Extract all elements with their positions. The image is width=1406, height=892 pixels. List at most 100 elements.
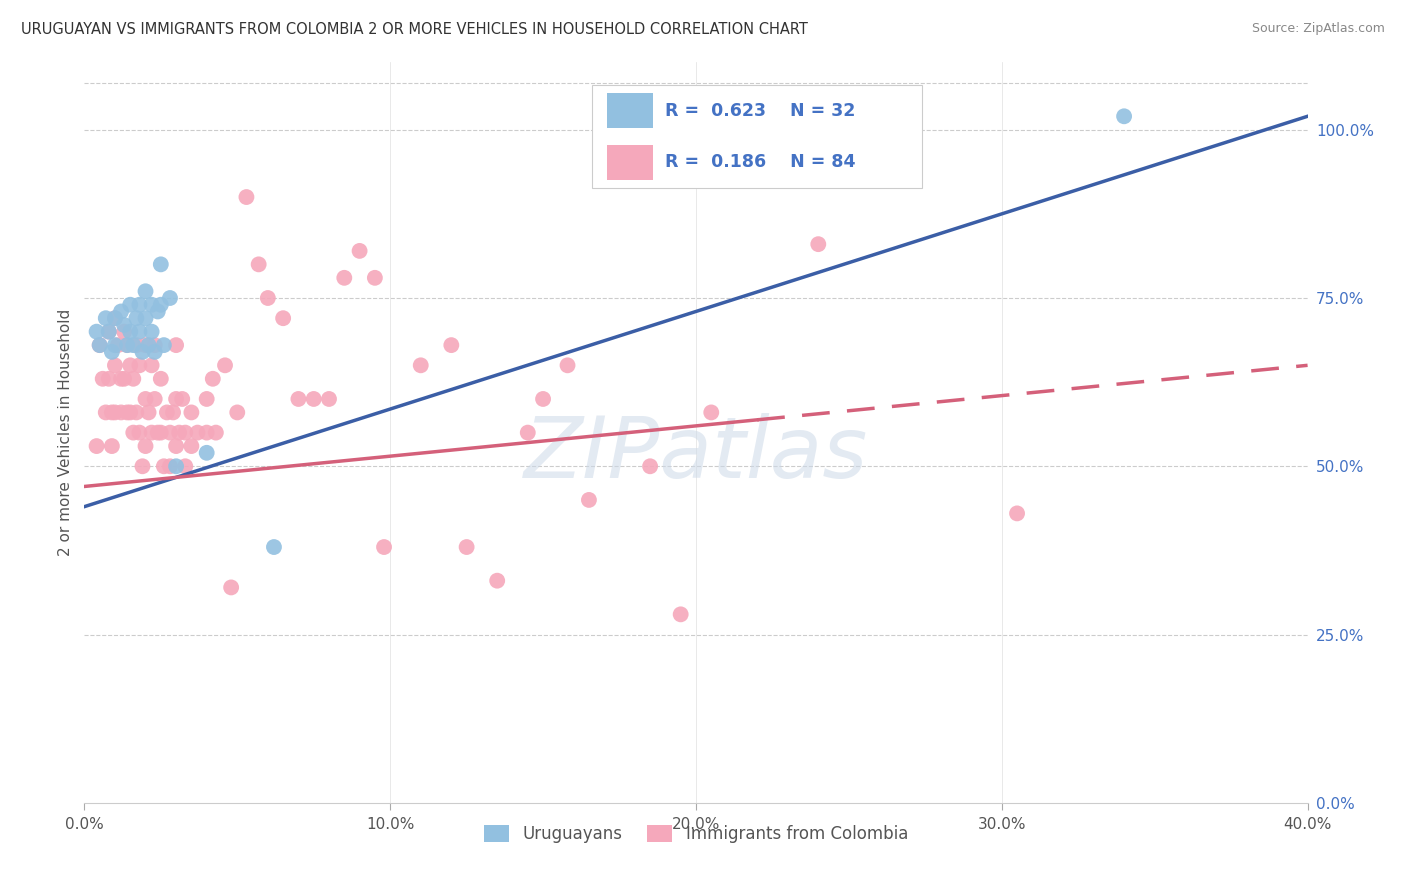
Point bbox=[149, 372, 172, 386]
Point bbox=[364, 270, 387, 285]
Point bbox=[115, 338, 138, 352]
Point bbox=[165, 459, 187, 474]
Point bbox=[122, 425, 145, 440]
Point bbox=[174, 425, 197, 440]
Point bbox=[135, 311, 157, 326]
Point bbox=[104, 359, 127, 373]
Point bbox=[104, 311, 127, 326]
Point bbox=[128, 325, 150, 339]
Point bbox=[167, 425, 190, 440]
Point bbox=[141, 298, 163, 312]
Text: R =  0.186    N = 84: R = 0.186 N = 84 bbox=[665, 153, 856, 171]
Point bbox=[112, 372, 135, 386]
Point bbox=[1114, 109, 1136, 123]
Point bbox=[186, 425, 208, 440]
Point bbox=[486, 574, 509, 588]
Point bbox=[205, 425, 228, 440]
FancyBboxPatch shape bbox=[592, 85, 922, 188]
Point bbox=[214, 359, 236, 373]
Point bbox=[165, 439, 187, 453]
Point bbox=[557, 359, 579, 373]
Point bbox=[153, 338, 176, 352]
Point bbox=[104, 405, 127, 419]
Point bbox=[122, 372, 145, 386]
Point bbox=[143, 392, 166, 406]
Point bbox=[91, 372, 114, 386]
Point bbox=[143, 344, 166, 359]
Text: R =  0.623    N = 32: R = 0.623 N = 32 bbox=[665, 102, 856, 120]
Point bbox=[101, 344, 124, 359]
Y-axis label: 2 or more Vehicles in Household: 2 or more Vehicles in Household bbox=[58, 309, 73, 557]
Point bbox=[86, 439, 108, 453]
Point bbox=[120, 359, 142, 373]
Point bbox=[86, 325, 108, 339]
Point bbox=[94, 311, 117, 326]
Point bbox=[201, 372, 224, 386]
Point bbox=[159, 291, 181, 305]
Point bbox=[101, 405, 124, 419]
Point bbox=[257, 291, 280, 305]
Point bbox=[138, 405, 160, 419]
Point bbox=[174, 459, 197, 474]
Point bbox=[97, 325, 120, 339]
Point bbox=[318, 392, 340, 406]
Point bbox=[156, 405, 179, 419]
Point bbox=[110, 372, 132, 386]
Point bbox=[120, 298, 142, 312]
Point bbox=[97, 372, 120, 386]
Text: Source: ZipAtlas.com: Source: ZipAtlas.com bbox=[1251, 22, 1385, 36]
Point bbox=[153, 459, 176, 474]
Point bbox=[159, 425, 181, 440]
Point bbox=[125, 338, 148, 352]
Point bbox=[149, 298, 172, 312]
Point bbox=[97, 325, 120, 339]
Point bbox=[107, 338, 129, 352]
Point bbox=[149, 425, 172, 440]
Point bbox=[141, 359, 163, 373]
Point bbox=[247, 257, 270, 271]
Point bbox=[440, 338, 463, 352]
Point bbox=[349, 244, 371, 258]
Point bbox=[165, 392, 187, 406]
Point bbox=[638, 459, 661, 474]
Point bbox=[120, 405, 142, 419]
Point bbox=[104, 338, 127, 352]
Point bbox=[456, 540, 478, 554]
Point bbox=[110, 405, 132, 419]
Text: URUGUAYAN VS IMMIGRANTS FROM COLOMBIA 2 OR MORE VEHICLES IN HOUSEHOLD CORRELATIO: URUGUAYAN VS IMMIGRANTS FROM COLOMBIA 2 … bbox=[21, 22, 808, 37]
FancyBboxPatch shape bbox=[606, 93, 654, 128]
Point bbox=[135, 439, 157, 453]
Point bbox=[149, 257, 172, 271]
Point bbox=[165, 338, 187, 352]
Legend: Uruguayans, Immigrants from Colombia: Uruguayans, Immigrants from Colombia bbox=[477, 819, 915, 850]
Point bbox=[94, 405, 117, 419]
Point bbox=[112, 318, 135, 332]
FancyBboxPatch shape bbox=[606, 145, 654, 180]
Point bbox=[141, 425, 163, 440]
Point bbox=[180, 405, 202, 419]
Point bbox=[195, 425, 218, 440]
Point bbox=[195, 392, 218, 406]
Point bbox=[516, 425, 538, 440]
Point bbox=[128, 425, 150, 440]
Point bbox=[131, 344, 153, 359]
Point bbox=[89, 338, 111, 352]
Point bbox=[531, 392, 554, 406]
Point bbox=[669, 607, 692, 622]
Point bbox=[146, 304, 169, 318]
Point bbox=[115, 405, 138, 419]
Point bbox=[409, 359, 432, 373]
Point bbox=[235, 190, 257, 204]
Point bbox=[219, 581, 242, 595]
Point bbox=[128, 298, 150, 312]
Point bbox=[141, 325, 163, 339]
Point bbox=[120, 325, 142, 339]
Point bbox=[287, 392, 309, 406]
Point bbox=[143, 338, 166, 352]
Point bbox=[89, 338, 111, 352]
Point bbox=[172, 392, 194, 406]
Point bbox=[1005, 507, 1028, 521]
Point bbox=[115, 338, 138, 352]
Point bbox=[138, 338, 160, 352]
Text: ZIPatlas: ZIPatlas bbox=[524, 413, 868, 496]
